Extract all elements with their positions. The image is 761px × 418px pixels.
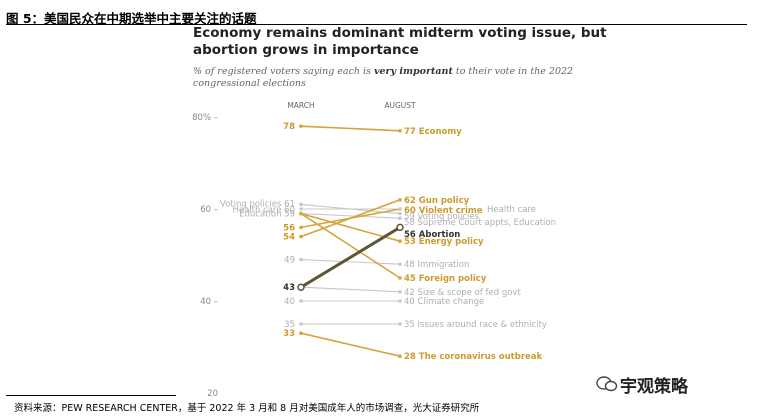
- y-tick-20: 20: [207, 389, 218, 399]
- left-label-health-care: Health care 60: [232, 206, 295, 216]
- series-line-abortion: [300, 226, 401, 289]
- point-august-gun-policy: [398, 198, 402, 202]
- point-march-climate-change: [299, 299, 303, 303]
- right-label-voting-policies: 59 Voting policies: [404, 212, 480, 222]
- point-march-violent-crime: [299, 225, 303, 230]
- right-label-issues-around-race-ethnicity: 35 Issues around race & ethnicity: [404, 320, 547, 330]
- right-label-supreme-court-appts-education: 58 Supreme Court appts, Education: [404, 218, 556, 228]
- x-label-march: MARCH: [287, 101, 314, 110]
- y-tick-60: 60 –: [200, 205, 218, 215]
- point-march-health-care: [299, 207, 303, 211]
- chart-subtitle: % of registered voters saying each is ve…: [193, 66, 613, 90]
- point-august-the-coronavirus-outbreak: [398, 354, 402, 359]
- series-line-the-coronavirus-outbreak: [300, 332, 401, 357]
- point-august-immigration: [398, 262, 402, 267]
- point-august-economy: [398, 129, 402, 133]
- left-label-abortion: 43: [283, 283, 295, 293]
- point-march-abortion-marker: [297, 283, 305, 291]
- left-label-issues-around-race-ethnicity: 35: [284, 320, 295, 330]
- figure-title-rule: [6, 24, 747, 25]
- right-label-gun-policy: 62 Gun policy: [404, 196, 470, 206]
- series-line-immigration: [300, 259, 401, 265]
- point-august-issues-around-race-ethnicity: [398, 322, 402, 326]
- right-label-size-scope-of-fed-govt: 42 Size & scope of fed govt: [404, 288, 521, 298]
- point-march-issues-around-race-ethnicity: [299, 322, 303, 326]
- right-label-climate-change: 40 Climate change: [404, 297, 484, 307]
- point-august-foreign-policy: [398, 276, 402, 280]
- point-august-supreme-court-appts-education: [398, 216, 402, 220]
- series-line-supreme-court-appts-education: [300, 213, 401, 219]
- series-line-size-scope-of-fed-govt: [300, 286, 401, 293]
- left-label-climate-change: 40: [284, 297, 295, 307]
- wechat-icon: [596, 376, 618, 392]
- left-label-supreme-court-appts-education: Education 59: [239, 210, 295, 220]
- y-tick-80: 80% –: [192, 113, 218, 123]
- watermark-text: 宇观策略: [620, 377, 688, 397]
- figure-title: 图 5：美国民众在中期选举中主要关注的话题: [6, 11, 257, 26]
- point-august-energy-policy: [398, 239, 402, 243]
- point-march-voting-policies: [299, 202, 303, 207]
- right-label-economy: 77 Economy: [404, 127, 462, 137]
- right-label-abortion: 56 Abortion: [404, 230, 460, 240]
- point-march-gun-policy: [299, 234, 303, 239]
- chart-subtitle-prefix: % of registered voters saying each is: [193, 66, 374, 77]
- source-note: 资料来源：PEW RESEARCH CENTER，基于 2022 年 3 月和 …: [14, 403, 480, 414]
- y-tick-40: 40 –: [200, 297, 218, 307]
- point-august-abortion-marker: [396, 223, 404, 232]
- source-rule: [6, 395, 176, 396]
- point-march-the-coronavirus-outbreak: [299, 331, 303, 336]
- wechat-bubble-small: [604, 380, 618, 392]
- point-august-climate-change: [398, 299, 402, 303]
- point-august-size-scope-of-fed-govt: [398, 290, 402, 294]
- right-label-energy-policy: 53 Energy policy: [404, 237, 484, 247]
- chart-subtitle-bold: very important: [373, 66, 453, 77]
- point-august-voting-policies: [398, 211, 402, 216]
- right-label-health-care: Health care: [487, 205, 536, 215]
- point-march-economy: [299, 124, 303, 128]
- left-label-immigration: 49: [284, 256, 295, 266]
- point-march-immigration: [299, 257, 303, 262]
- x-label-august: AUGUST: [384, 101, 416, 110]
- right-label-foreign-policy: 45 Foreign policy: [404, 274, 487, 284]
- left-label-economy: 78: [283, 122, 295, 132]
- chart-title: Economy remains dominant midterm voting …: [193, 25, 607, 58]
- left-label-gun-policy: 54: [283, 233, 295, 243]
- right-label-immigration: 48 Immigration: [404, 260, 469, 270]
- left-label-the-coronavirus-outbreak: 33: [283, 329, 295, 339]
- left-label-voting-policies: Voting policies 61: [220, 199, 295, 209]
- left-label-violent-crime: 56: [283, 223, 295, 233]
- point-march-foreign-policy: [299, 211, 303, 216]
- series-line-foreign-policy: [300, 212, 401, 279]
- series-line-economy: [300, 125, 401, 132]
- point-august-health-care: [398, 207, 402, 211]
- right-label-violent-crime: 60 Violent crime: [404, 206, 483, 216]
- right-label-the-coronavirus-outbreak: 28 The coronavirus outbreak: [404, 352, 543, 362]
- chart-subtitle-suffix: to their vote in the 2022 congressional …: [193, 66, 574, 89]
